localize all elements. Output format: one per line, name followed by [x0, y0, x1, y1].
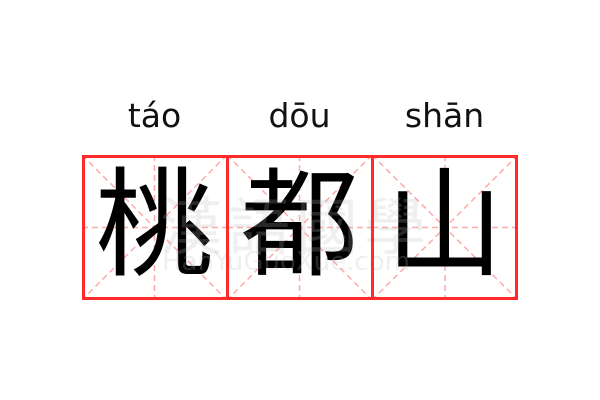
- guide-lines: [82, 155, 227, 300]
- character-cell-2: 都: [227, 155, 372, 300]
- guide-lines: [227, 155, 372, 300]
- pinyin-2: dōu: [268, 96, 331, 135]
- divider: [226, 155, 229, 300]
- divider: [371, 155, 374, 300]
- character-cell-3: 山: [372, 155, 518, 300]
- character-3: 山: [385, 156, 504, 294]
- guide-lines: [372, 155, 518, 300]
- character-grid: 桃 都 山 漢語國學 HanYuGuoXue.com: [82, 155, 518, 300]
- pinyin-1: táo: [127, 96, 182, 135]
- character-1: 桃: [95, 156, 214, 294]
- character-cell-1: 桃: [82, 155, 227, 300]
- pinyin-3: shān: [404, 96, 485, 135]
- character-2: 都: [240, 156, 359, 294]
